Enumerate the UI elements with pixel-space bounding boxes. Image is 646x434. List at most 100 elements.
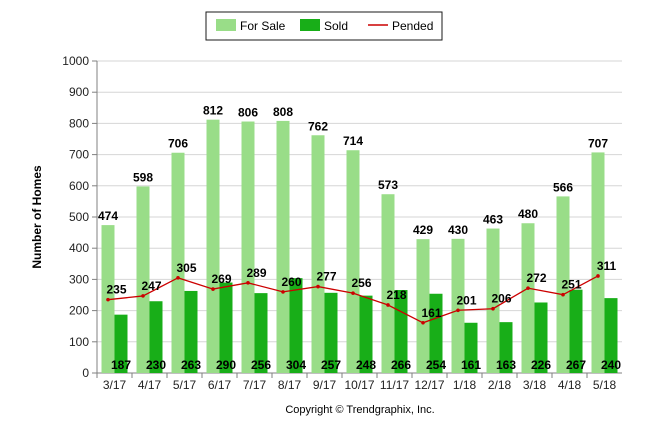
for-sale-bar	[556, 196, 570, 373]
pended-value-label: 272	[526, 271, 546, 285]
pended-value-label: 235	[106, 283, 126, 297]
y-tick-label: 500	[69, 210, 89, 224]
pended-value-label: 247	[141, 279, 161, 293]
sold-bar	[359, 295, 373, 373]
pended-point	[491, 306, 495, 311]
sold-value-label: 187	[111, 358, 131, 372]
pended-value-label: 256	[351, 276, 371, 290]
y-tick-label: 800	[69, 116, 89, 130]
x-tick-label: 3/17	[103, 378, 127, 392]
pended-line	[106, 274, 600, 325]
pended-point	[106, 297, 110, 302]
sold-bar	[464, 322, 478, 373]
for-sale-bar	[276, 120, 290, 374]
for-sale-bar	[346, 150, 360, 373]
legend-box	[205, 11, 443, 41]
y-tick-label: 0	[82, 366, 89, 380]
sold-value-label: 256	[251, 358, 271, 372]
pended-point	[176, 276, 180, 280]
y-tick-label: 1000	[62, 54, 89, 68]
y-tick-label: 700	[69, 148, 89, 162]
for-sale-value-label: 714	[343, 134, 363, 148]
x-tick-label: 6/17	[208, 378, 232, 392]
x-tick-label: 8/17	[278, 378, 302, 392]
for-sale-bar	[381, 194, 395, 373]
for-sale-value-label: 812	[203, 104, 223, 118]
sold-bar	[499, 322, 513, 373]
y-tick-label: 200	[69, 304, 89, 318]
sold-value-label: 263	[181, 358, 201, 372]
sold-value-label: 248	[356, 358, 376, 372]
sold-bar	[254, 293, 268, 373]
legend-label-pended: Pended	[392, 19, 433, 33]
pended-point	[281, 290, 285, 294]
for-sale-value-label: 573	[378, 178, 398, 192]
sold-value-label: 163	[496, 358, 516, 372]
for-sale-value-label: 806	[238, 106, 258, 120]
legend-label-sold: Sold	[324, 19, 348, 33]
data-labels: 474 187 235 598 230 247 706 263 305 812 290 269 806 2…	[98, 104, 621, 372]
for-sale-bar	[451, 238, 465, 373]
pended-point	[421, 320, 425, 325]
for-sale-bar	[136, 186, 150, 373]
for-sale-value-label: 707	[588, 136, 608, 150]
copyright-text: Copyright © Trendgraphix, Inc.	[285, 404, 434, 416]
sold-value-label: 267	[566, 358, 586, 372]
pended-point	[246, 281, 250, 285]
pended-value-label: 201	[456, 293, 476, 307]
x-tick-label: 12/17	[414, 378, 444, 392]
for-sale-value-label: 429	[413, 223, 433, 237]
pended-value-label: 311	[597, 259, 617, 273]
sold-bar	[534, 302, 548, 373]
sold-value-label: 290	[216, 358, 236, 372]
pended-point	[456, 308, 460, 313]
sold-bar	[289, 278, 303, 373]
for-sale-bars	[101, 119, 605, 374]
for-sale-bar	[416, 239, 430, 373]
x-tick-label: 4/18	[558, 378, 582, 392]
for-sale-bar	[521, 223, 535, 373]
pended-value-label: 206	[491, 292, 511, 306]
y-tick-label: 400	[69, 241, 89, 255]
pended-value-label: 218	[386, 288, 406, 302]
pended-value-label: 305	[176, 261, 196, 275]
x-axis: 3/17 4/17 5/17 6/17 7/17 8/17 9/17 10/17 11/17 12…	[96, 372, 622, 392]
for-sale-value-label: 706	[168, 137, 188, 151]
pended-point	[386, 303, 390, 307]
pended-value-label: 277	[316, 270, 336, 284]
sold-bar	[114, 314, 128, 373]
pended-point	[526, 286, 530, 290]
for-sale-value-label: 474	[98, 209, 118, 223]
pended-value-label: 260	[281, 275, 301, 289]
y-tick-label: 100	[69, 335, 89, 349]
legend-label-for-sale: For Sale	[240, 19, 286, 33]
for-sale-value-label: 808	[273, 105, 293, 119]
sold-value-label: 257	[321, 358, 341, 372]
y-axis-title: Number of Homes	[30, 165, 44, 269]
legend-swatch-sold	[300, 19, 320, 31]
x-tick-label: 3/18	[523, 378, 547, 392]
sold-bar	[569, 289, 583, 373]
x-tick-label: 2/18	[488, 378, 512, 392]
for-sale-value-label: 430	[448, 223, 468, 237]
sold-bar	[184, 290, 198, 373]
sold-bar	[394, 290, 408, 373]
legend-swatch-for-sale	[216, 19, 236, 31]
x-tick-label: 4/17	[138, 378, 162, 392]
for-sale-value-label: 463	[483, 213, 503, 227]
x-tick-label: 1/18	[453, 378, 477, 392]
sold-value-label: 266	[391, 358, 411, 372]
pended-point	[351, 291, 355, 295]
sold-value-label: 230	[146, 358, 166, 372]
x-tick-label: 5/18	[593, 378, 617, 392]
for-sale-bar	[171, 152, 185, 373]
sold-bars	[114, 278, 618, 373]
sold-bar	[429, 293, 443, 373]
for-sale-bar	[206, 119, 220, 373]
y-tick-label: 600	[69, 179, 89, 193]
for-sale-bar	[591, 152, 605, 373]
sold-value-label: 161	[461, 358, 481, 372]
for-sale-bar	[241, 121, 255, 373]
